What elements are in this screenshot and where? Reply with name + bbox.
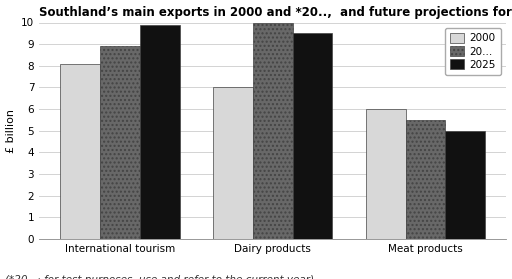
Bar (366, 109, 406, 239)
Text: Southland’s main exports in 2000 and *20..,  and future projections for 2025: Southland’s main exports in 2000 and *20… (39, 6, 512, 19)
Bar (406, 120, 445, 239)
Y-axis label: £ billion: £ billion (6, 109, 15, 153)
Legend: 2000, 20..., 2025: 2000, 20..., 2025 (444, 28, 501, 75)
Bar (213, 87, 253, 239)
Bar (100, 46, 140, 239)
Bar (293, 33, 332, 239)
Bar (253, 23, 293, 239)
Bar (445, 131, 485, 239)
Bar (140, 25, 180, 239)
Bar (60, 64, 100, 239)
Text: (*20.. : for test purposes, use and refer to the current year): (*20.. : for test purposes, use and refe… (5, 275, 314, 279)
